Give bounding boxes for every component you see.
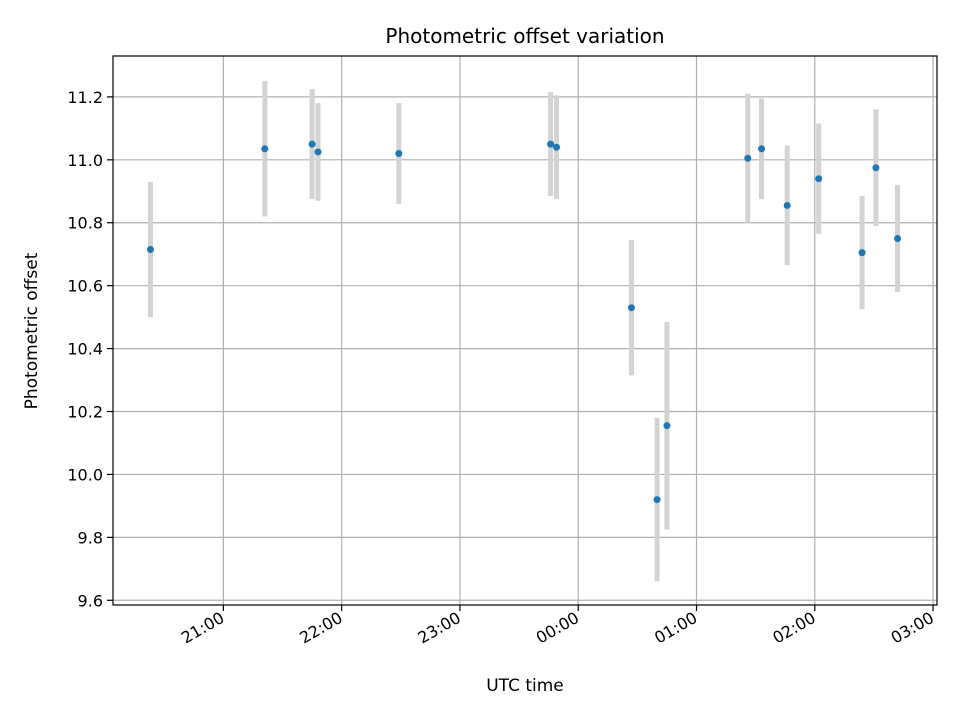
x-tick-label: 22:00 xyxy=(296,608,345,648)
data-point xyxy=(261,145,269,153)
grid xyxy=(113,56,937,605)
y-tick-label: 10.6 xyxy=(67,277,103,296)
data-point xyxy=(872,164,880,172)
y-tick-label: 11.0 xyxy=(67,151,103,170)
data-point xyxy=(627,304,635,312)
chart-title: Photometric offset variation xyxy=(385,24,664,48)
y-tick-label: 10.8 xyxy=(67,214,103,233)
x-tick-label: 01:00 xyxy=(651,608,700,648)
data-point xyxy=(758,145,766,153)
data-point xyxy=(146,245,154,253)
data-point xyxy=(553,143,561,151)
data-point xyxy=(547,140,555,148)
data-point xyxy=(744,154,752,162)
x-tick-label: 02:00 xyxy=(769,608,818,648)
data-point xyxy=(653,496,661,504)
error-bars xyxy=(147,81,901,582)
data-point xyxy=(894,234,902,242)
data-point xyxy=(395,150,403,158)
x-tick-label: 03:00 xyxy=(888,608,937,648)
x-tick-label: 21:00 xyxy=(178,608,227,648)
y-tick-label: 10.4 xyxy=(67,340,103,359)
y-axis-label: Photometric offset xyxy=(22,252,42,409)
y-tick-label: 9.6 xyxy=(78,591,103,610)
data-point xyxy=(663,422,671,430)
data-point xyxy=(783,201,791,209)
data-point xyxy=(815,175,823,183)
x-axis-label: UTC time xyxy=(486,676,564,696)
data-point xyxy=(858,249,866,257)
y-axis-ticks: 9.6 9.8 10.0 10.2 10.4 10.6 10.8 11.0 11.2 xyxy=(67,88,113,610)
data-point xyxy=(314,148,322,156)
y-tick-label: 9.8 xyxy=(78,528,103,547)
x-tick-label: 23:00 xyxy=(415,608,464,648)
data-point xyxy=(308,140,316,148)
y-tick-label: 10.2 xyxy=(67,403,103,422)
data-points xyxy=(146,140,902,504)
y-tick-label: 11.2 xyxy=(67,88,103,107)
x-axis-ticks: 21:00 22:00 23:00 00:00 01:00 02:00 03:00 xyxy=(178,605,937,648)
y-tick-label: 10.0 xyxy=(67,465,103,484)
x-tick-label: 00:00 xyxy=(533,608,582,648)
plot-frame xyxy=(112,55,938,606)
